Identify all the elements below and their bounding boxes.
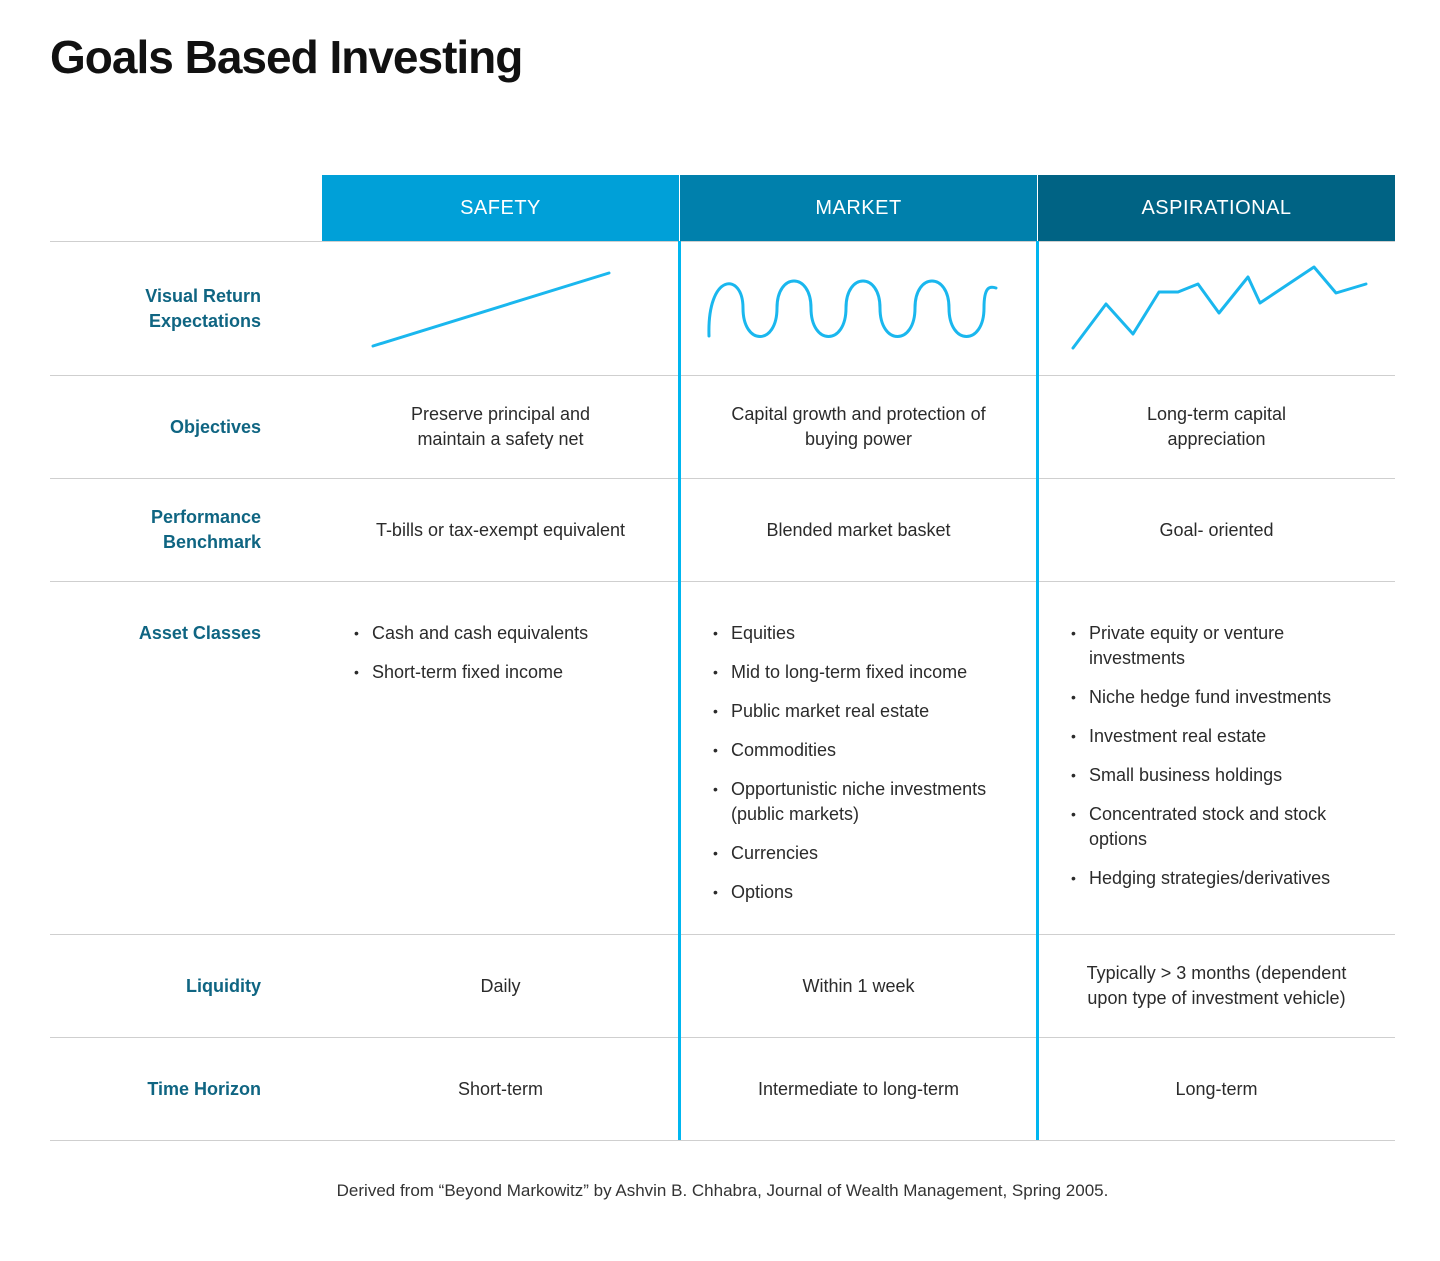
row-divider — [50, 934, 1395, 935]
column-header-aspirational: ASPIRATIONAL — [1038, 175, 1395, 241]
objectives-aspirational: Long-term capital appreciation — [1038, 376, 1395, 478]
column-divider — [1036, 241, 1039, 1140]
asset-list-aspirational: Private equity or venture investments Ni… — [1071, 621, 1371, 905]
row-label-time-horizon: Time Horizon — [147, 1078, 261, 1099]
aspirational-return-zigzag-graphic — [1071, 265, 1368, 350]
asset-list-safety: Cash and cash equivalents Short-term fix… — [354, 621, 654, 699]
list-item: Currencies — [713, 841, 1003, 866]
row-divider — [50, 478, 1395, 479]
list-item: Options — [713, 880, 1003, 905]
row-label-text: Performance Benchmark — [150, 507, 261, 552]
list-item: Private equity or venture investments — [1071, 621, 1371, 671]
list-item: Cash and cash equivalents — [354, 621, 654, 646]
safety-return-line-graphic — [371, 271, 611, 348]
row-label-benchmark: Performance Benchmark — [50, 479, 261, 581]
objectives-safety: Preserve principal and maintain a safety… — [322, 376, 679, 478]
list-item: Equities — [713, 621, 1003, 646]
row-divider — [50, 375, 1395, 376]
objectives-market: Capital growth and protection of buying … — [680, 376, 1037, 478]
time-horizon-safety: Short-term — [457, 1078, 544, 1099]
column-header-market: MARKET — [680, 175, 1037, 241]
liquidity-aspirational: Typically > 3 months (dependent upon typ… — [1038, 935, 1395, 1037]
column-header-safety: SAFETY — [322, 175, 679, 241]
row-divider — [50, 1140, 1395, 1141]
asset-list-market: Equities Mid to long-term fixed income P… — [713, 621, 1003, 919]
benchmark-market: Blended market basket — [766, 519, 951, 540]
list-item: Opportunistic niche investments (public … — [713, 777, 1003, 827]
list-item: Mid to long-term fixed income — [713, 660, 1003, 685]
list-item: Investment real estate — [1071, 724, 1371, 749]
liquidity-safety: Daily — [480, 975, 521, 996]
row-label-visual-return: Visual Return Expectations — [50, 242, 261, 375]
list-item: Small business holdings — [1071, 763, 1371, 788]
row-label-liquidity: Liquidity — [186, 975, 261, 996]
benchmark-safety: T-bills or tax-exempt equivalent — [375, 519, 626, 540]
row-divider — [50, 241, 1395, 242]
column-divider — [678, 241, 681, 1140]
list-item: Public market real estate — [713, 699, 1003, 724]
list-item: Niche hedge fund investments — [1071, 685, 1371, 710]
cell-text: Typically > 3 months (dependent upon typ… — [1086, 963, 1347, 1008]
cell-text: Long-term capital appreciation — [1146, 404, 1287, 449]
row-label-asset-classes: Asset Classes — [138, 623, 261, 643]
time-horizon-market: Intermediate to long-term — [757, 1078, 960, 1099]
page-title: Goals Based Investing — [50, 31, 523, 83]
cell-text: Capital growth and protection of buying … — [731, 404, 986, 449]
row-label-objectives: Objectives — [169, 416, 261, 437]
benchmark-aspirational: Goal- oriented — [1159, 519, 1274, 540]
row-label-text: Visual Return Expectations — [145, 285, 261, 331]
row-divider — [50, 581, 1395, 582]
list-item: Concentrated stock and stock options — [1071, 802, 1371, 852]
time-horizon-aspirational: Long-term — [1175, 1078, 1258, 1099]
source-footnote: Derived from “Beyond Markowitz” by Ashvi… — [336, 1181, 1109, 1200]
list-item: Short-term fixed income — [354, 660, 654, 685]
market-return-wave-graphic — [707, 279, 998, 338]
row-divider — [50, 1037, 1395, 1038]
list-item: Commodities — [713, 738, 1003, 763]
cell-text: Preserve principal and maintain a safety… — [410, 404, 591, 449]
liquidity-market: Within 1 week — [802, 975, 915, 996]
list-item: Hedging strategies/derivatives — [1071, 866, 1371, 891]
